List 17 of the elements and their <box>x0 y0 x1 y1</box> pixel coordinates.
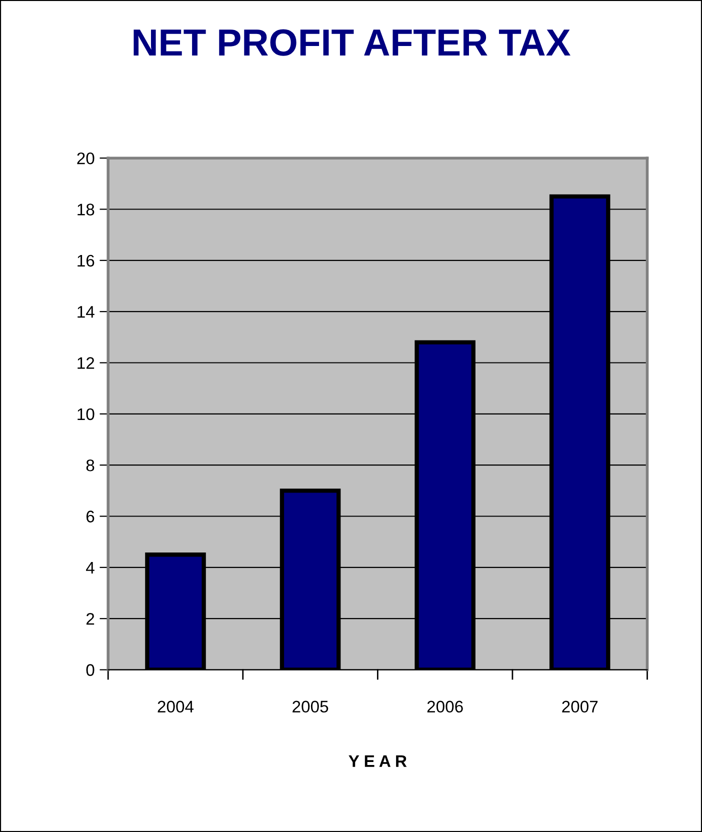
x-tick-label: 2006 <box>427 700 463 713</box>
y-tick-label: 20 <box>77 152 94 164</box>
y-tick-label: 8 <box>86 459 94 472</box>
x-tick-label: 2004 <box>158 700 194 713</box>
y-tick-label: 16 <box>78 254 94 267</box>
x-tick-label: 2007 <box>562 700 598 713</box>
y-tick-label: 10 <box>78 408 94 420</box>
x-axis-title: Y E A R <box>348 755 407 767</box>
y-tick-label: 4 <box>86 562 94 574</box>
y-tick-label: 6 <box>86 510 94 522</box>
y-tick-label: 14 <box>78 306 94 318</box>
y-tick-label: 12 <box>78 357 94 369</box>
x-tick-label: 2005 <box>292 700 328 713</box>
chart-title: NET PROFIT AFTER TAX <box>134 29 570 56</box>
y-tick-label: 2 <box>86 612 94 625</box>
y-tick-label: 18 <box>78 204 94 216</box>
y-tick-label: 0 <box>86 664 94 676</box>
